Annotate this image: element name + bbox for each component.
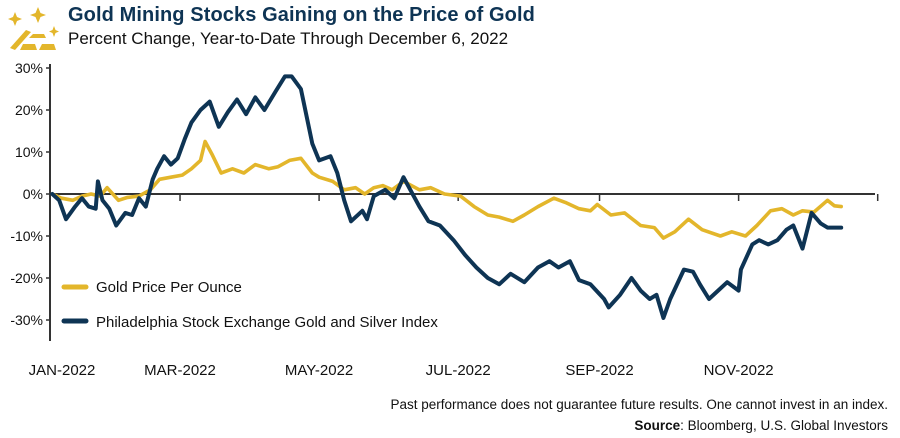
x-tick-label: MAY-2022 (285, 362, 353, 379)
x-tick-label: JAN-2022 (29, 362, 96, 379)
y-tick-label: 20% (15, 102, 43, 118)
y-tick-label: -10% (10, 228, 43, 244)
x-tick-label: JUL-2022 (426, 362, 491, 379)
y-tick-label: -20% (10, 270, 43, 286)
x-tick-label: MAR-2022 (144, 362, 216, 379)
legend-label-gold: Gold Price Per Ounce (96, 279, 242, 296)
source-text: : Bloomberg, U.S. Global Investors (680, 418, 888, 433)
legend: Gold Price Per Ounce Philadelphia Stock … (61, 279, 438, 331)
chart-subtitle: Percent Change, Year-to-Date Through Dec… (68, 29, 509, 48)
y-tick-label: -30% (10, 312, 43, 328)
disclaimer-note: Past performance does not guarantee futu… (390, 397, 888, 412)
gold-bars-sparkle-icon (4, 4, 60, 52)
x-tick-label: SEP-2022 (565, 362, 633, 379)
y-tick-label: 30% (15, 60, 43, 76)
x-axis-tick-marks (179, 194, 879, 201)
source-label: Source (634, 418, 681, 433)
y-tick-label: 0% (23, 186, 43, 202)
x-axis-labels: JAN-2022 MAR-2022 MAY-2022 JUL-2022 SEP-2022… (29, 362, 774, 379)
x-tick-label: NOV-2022 (704, 362, 774, 379)
series-line-gold-price (50, 139, 844, 240)
y-axis-ticks: 30% 20% 10% 0% -10% -20% -30% (10, 60, 50, 328)
chart-title: Gold Mining Stocks Gaining on the Price … (68, 4, 535, 26)
y-tick-label: 10% (15, 144, 43, 160)
legend-label-phlx: Philadelphia Stock Exchange Gold and Sil… (96, 314, 438, 331)
series-lines (50, 74, 844, 320)
source-note: Source: Bloomberg, U.S. Global Investors (634, 418, 888, 433)
series-line-phlx-index (50, 74, 844, 320)
